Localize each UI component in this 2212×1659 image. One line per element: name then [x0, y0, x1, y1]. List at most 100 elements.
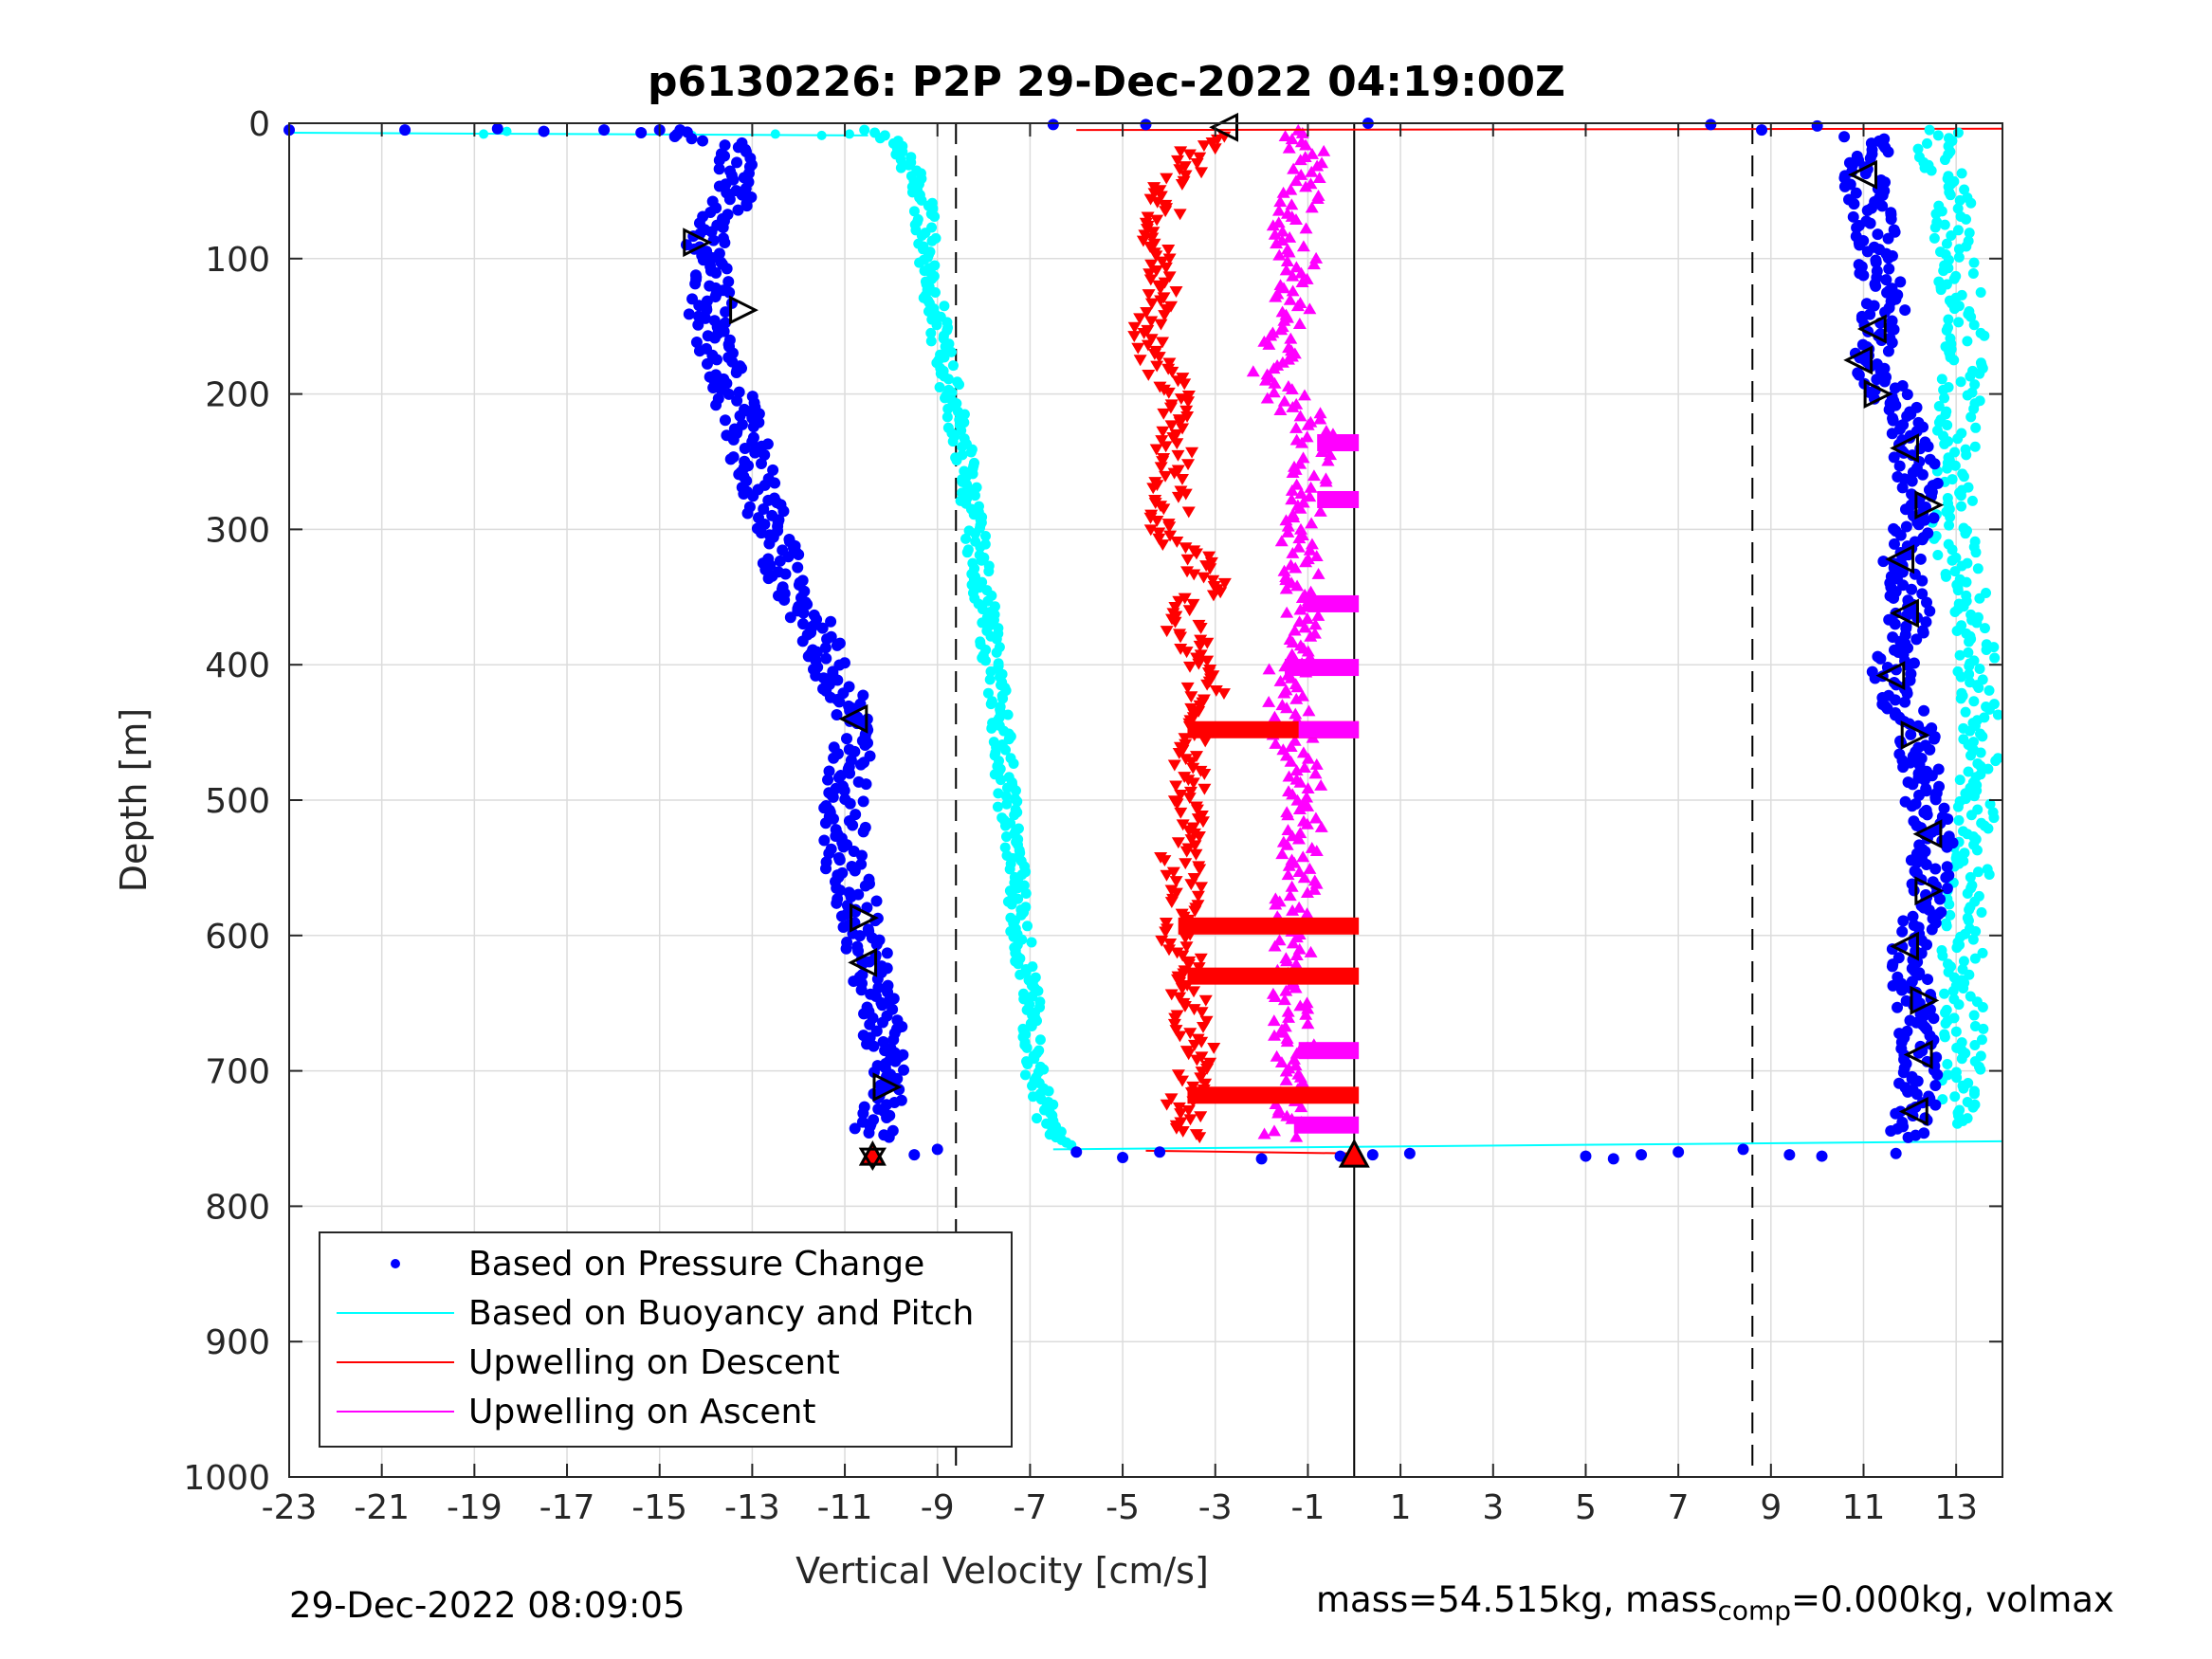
buoyancy-surface-point [844, 129, 854, 139]
pressure-descent-point [881, 1112, 893, 1124]
upwelling-descent-point [1157, 408, 1171, 420]
pressure-descent-point [732, 204, 744, 216]
pressure-ascent-point [1882, 232, 1894, 245]
markers [683, 112, 1945, 1172]
pressure-ascent-point [1886, 428, 1898, 440]
pressure-descent-point [724, 453, 737, 465]
pressure-ascent-point [1882, 146, 1894, 158]
x-tick-label: 9 [1760, 1488, 1782, 1527]
pressure-descent-point [845, 890, 857, 902]
buoyancy-ascent-point [1965, 750, 1977, 761]
pressure-descent-point [831, 897, 843, 909]
upwelling-ascent-point [1280, 838, 1294, 850]
upwelling-descent-point [1174, 393, 1188, 406]
buoyancy-descent-point [1031, 1113, 1042, 1124]
buoyancy-descent-point [1008, 931, 1019, 942]
buoyancy-ascent-point [1979, 623, 1990, 634]
buoyancy-ascent-point [1969, 953, 1981, 964]
pressure-descent-point [723, 193, 736, 206]
upwelling-ascent-point [1292, 803, 1307, 815]
upwelling-band [1178, 917, 1360, 935]
upwelling-descent-point [1200, 1064, 1215, 1075]
upwelling-descent-point [1187, 872, 1201, 884]
upwelling-descent-point [1181, 775, 1196, 787]
pressure-descent-point [762, 494, 775, 506]
buoyancy-descent-point [1009, 810, 1020, 821]
pressure-ascent-point [1913, 789, 1926, 801]
buoyancy-ascent-point [1965, 371, 1976, 382]
upwelling-descent-point [1198, 994, 1213, 1007]
pressure-descent-point [820, 652, 832, 665]
buoyancy-ascent-point [1983, 763, 1994, 775]
x-tick-label: -11 [817, 1488, 873, 1527]
buoyancy-descent-point [980, 531, 992, 542]
upwelling-descent-point [1145, 232, 1160, 245]
upwelling-descent-point [1147, 188, 1161, 200]
upwelling-ascent-point [1319, 475, 1333, 487]
pressure-ascent-point [1885, 1125, 1897, 1138]
pressure-descent-point [717, 221, 729, 233]
pressure-descent-point [779, 568, 792, 580]
upwelling-descent-point [1161, 245, 1176, 256]
buoyancy-ascent-point [1965, 725, 1976, 737]
pressure-ascent-point [1868, 300, 1880, 312]
pressure-ascent-point [1888, 451, 1900, 464]
pressure-ascent-point [1916, 468, 1929, 481]
pressure-descent-point [731, 156, 743, 169]
upwelling-ascent-point [1260, 392, 1274, 404]
upwelling-descent-point [1194, 634, 1208, 647]
upwelling-descent-point [1204, 556, 1218, 569]
pressure-ascent-point [1883, 263, 1895, 275]
buoyancy-ascent-point [1958, 471, 1969, 483]
buoyancy-ascent-point [1954, 649, 1965, 661]
upwelling-ascent-point [1300, 886, 1314, 898]
buoyancy-descent-point [1043, 1085, 1054, 1097]
upwelling-ascent-point [1267, 362, 1281, 374]
pressure-descent-point [686, 133, 698, 145]
buoyancy-descent-point [939, 301, 950, 312]
pressure-ascent-point [1920, 858, 1932, 870]
pressure-surface-point [1890, 1147, 1902, 1159]
pressure-ascent-point [1899, 696, 1911, 708]
buoyancy-ascent-point [1949, 566, 1961, 577]
pressure-surface-point [1047, 118, 1059, 131]
pressure-descent-point [833, 884, 846, 897]
upwelling-descent-point [1186, 777, 1200, 790]
upwelling-ascent-point [1292, 615, 1307, 628]
buoyancy-ascent-point [1948, 273, 1960, 284]
upwelling-descent-point [1172, 747, 1186, 759]
upwelling-descent-point [1170, 438, 1184, 450]
upwelling-ascent-point [1277, 994, 1291, 1006]
upwelling-descent-point [1190, 804, 1204, 816]
pressure-descent-point [876, 999, 888, 1012]
upwelling-ascent-point [1284, 183, 1298, 195]
buoyancy-ascent-point [1949, 607, 1961, 618]
upwelling-descent-point [1200, 679, 1215, 691]
buoyancy-ascent-point [1948, 303, 1960, 315]
upwelling-ascent-point [1280, 702, 1294, 714]
upwelling-descent-point [1176, 423, 1190, 435]
buoyancy-descent-point [991, 647, 1002, 658]
upwelling-ascent-point [1281, 1005, 1295, 1017]
upwelling-ascent-point [1300, 430, 1314, 443]
upwelling-ascent-point [1285, 133, 1299, 145]
upwelling-descent-point [1195, 1036, 1209, 1048]
buoyancy-ascent-point [1952, 225, 1964, 236]
upwelling-descent-point [1190, 157, 1204, 170]
bottom-star-marker [858, 1147, 887, 1172]
turn-marker [1914, 876, 1945, 906]
y-tick-label: 800 [205, 1188, 270, 1227]
buoyancy-ascent-point [1968, 319, 1980, 331]
mass-text: mass=54.515kg, mass [1316, 1579, 1718, 1620]
pressure-ascent-point [1901, 687, 1913, 700]
buoyancy-ascent-point [1981, 644, 1992, 655]
buoyancy-descent-point [1004, 864, 1015, 875]
upwelling-descent-point [1173, 976, 1187, 989]
upwelling-descent-point [1156, 337, 1170, 349]
upwelling-ascent-point [1301, 1017, 1315, 1030]
y-tick-label: 700 [205, 1053, 270, 1092]
pressure-descent-point [861, 902, 873, 914]
upwelling-ascent-point [1299, 1008, 1313, 1020]
upwelling-ascent-point [1275, 225, 1289, 237]
buoyancy-ascent-point [1937, 950, 1948, 961]
